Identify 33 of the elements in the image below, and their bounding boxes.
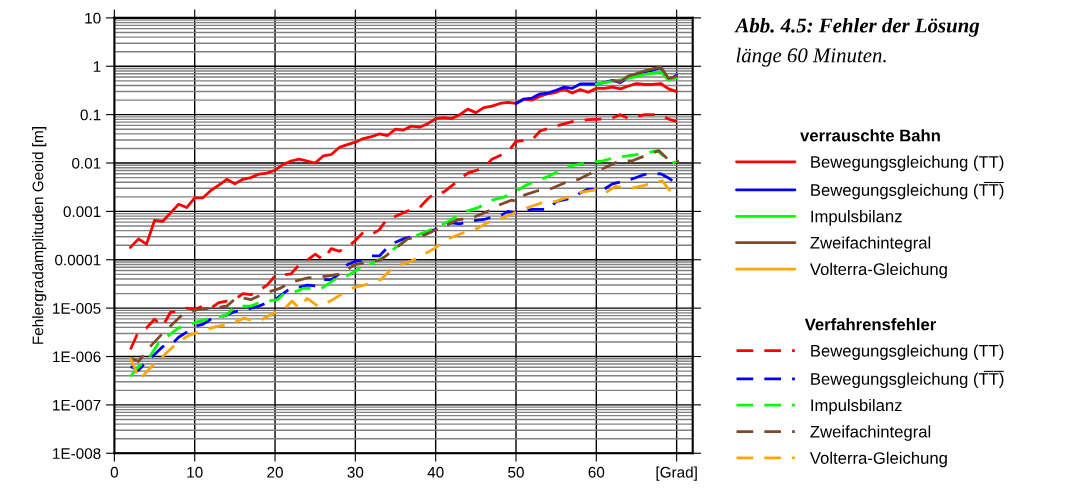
y-tick-label: 0.0001 xyxy=(55,254,101,266)
x-tick-label: 10 xyxy=(187,466,203,478)
y-tick-label: 10 xyxy=(85,12,101,24)
x-tick-label: 20 xyxy=(267,466,283,478)
legend-label: Impulsbilanz xyxy=(811,210,902,226)
x-tick-label: 50 xyxy=(508,466,524,478)
y-tick-label: 1 xyxy=(93,61,101,72)
x-tick-label: 0 xyxy=(110,466,119,478)
y-tick-label: 0.01 xyxy=(72,157,101,169)
y-tick-label: 0.001 xyxy=(63,206,101,218)
x-tick-label: 40 xyxy=(427,466,444,478)
text: Verfahrensfehler xyxy=(804,318,936,331)
x-tick-label: 60 xyxy=(588,466,605,478)
y-tick-label: 1E-008 xyxy=(53,448,101,459)
legend-label: Bewegungsgleichung (T̅T̅) xyxy=(811,181,1004,200)
x-tick-label: [Grad] xyxy=(656,466,697,481)
legend-label: Volterra-Gleichung xyxy=(809,262,947,279)
text: Abb. 4.5: Fehler der Lösung xyxy=(734,17,980,37)
y-tick-label: 1E-007 xyxy=(53,399,101,411)
y-tick-label: 1E-005 xyxy=(53,303,101,314)
text: verrauschte Bahn xyxy=(800,129,940,142)
legend-label: Bewegungsgleichung (TT) xyxy=(811,155,1004,172)
text: länge 60 Minuten. xyxy=(736,47,886,67)
legend-label: Bewegungsgleichung (TT) xyxy=(811,344,1004,360)
legend-label: Bewegungsgleichung (T̅T̅) xyxy=(811,370,1004,389)
legend-label: Zweifachintegral xyxy=(810,425,931,441)
y-axis-title: Fehlergradamplituden Geoid [m] xyxy=(32,127,47,344)
y-tick-label: 1E-006 xyxy=(53,351,101,363)
legend-label: Volterra-Gleichung xyxy=(809,451,947,468)
legend-label: Zweifachintegral xyxy=(810,236,931,252)
y-tick-label: 0.1 xyxy=(80,109,101,121)
x-tick-label: 30 xyxy=(347,466,364,478)
legend-label: Impulsbilanz xyxy=(811,398,902,415)
